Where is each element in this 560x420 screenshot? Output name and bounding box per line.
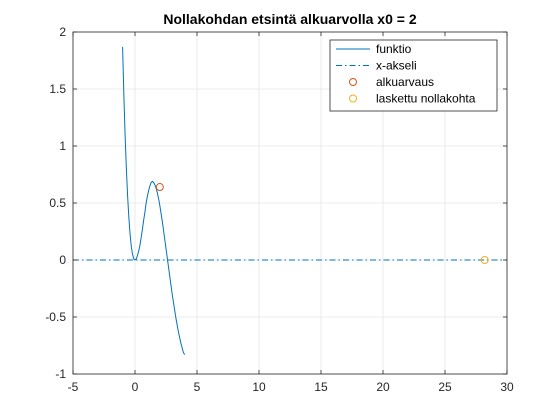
x-tick-label: 30	[500, 380, 514, 394]
ticks: -5 0 5 10 15 20 25 30 -1 -0.5 0 0.5 1 1.5 2	[45, 25, 514, 394]
legend-label-funktio: funktio	[376, 42, 412, 56]
series-layer	[73, 46, 507, 355]
legend-label-laskettu-nollakohta: laskettu nollakohta	[376, 92, 476, 106]
legend-label-x-akseli: x-akseli	[376, 59, 417, 73]
legend: funktio x-akseli alkuarvaus laskettu nollak…	[329, 39, 498, 112]
x-tick-label: 20	[376, 380, 390, 394]
y-tick-label: 1.5	[49, 82, 66, 96]
series-line-funktio	[122, 46, 186, 355]
y-tick-label: 2	[59, 25, 66, 39]
x-tick-label: -5	[68, 380, 79, 394]
x-tick-label: 5	[194, 380, 201, 394]
y-tick-label: 1	[59, 139, 66, 153]
point-laskettu-nollakohta	[480, 256, 489, 264]
y-tick-label: 0	[59, 253, 66, 267]
legend-swatch-alkuarvaus	[349, 78, 357, 86]
x-tick-label: 15	[314, 380, 328, 394]
point-alkuarvaus	[155, 183, 164, 192]
x-tick-label: 25	[438, 380, 452, 394]
x-tick-label: 0	[132, 380, 139, 394]
x-tick-label: 10	[252, 380, 266, 394]
chart-title: Nollakohdan etsintä alkuarvolla x0 = 2	[163, 11, 416, 27]
legend-box	[329, 39, 498, 112]
legend-label-alkuarvaus: alkuarvaus	[376, 75, 434, 89]
legend-swatch-laskettu-nollakohta	[349, 94, 357, 103]
y-tick-label: -1	[55, 367, 66, 381]
y-tick-label: 0.5	[49, 196, 66, 210]
y-tick-label: -0.5	[45, 310, 66, 324]
